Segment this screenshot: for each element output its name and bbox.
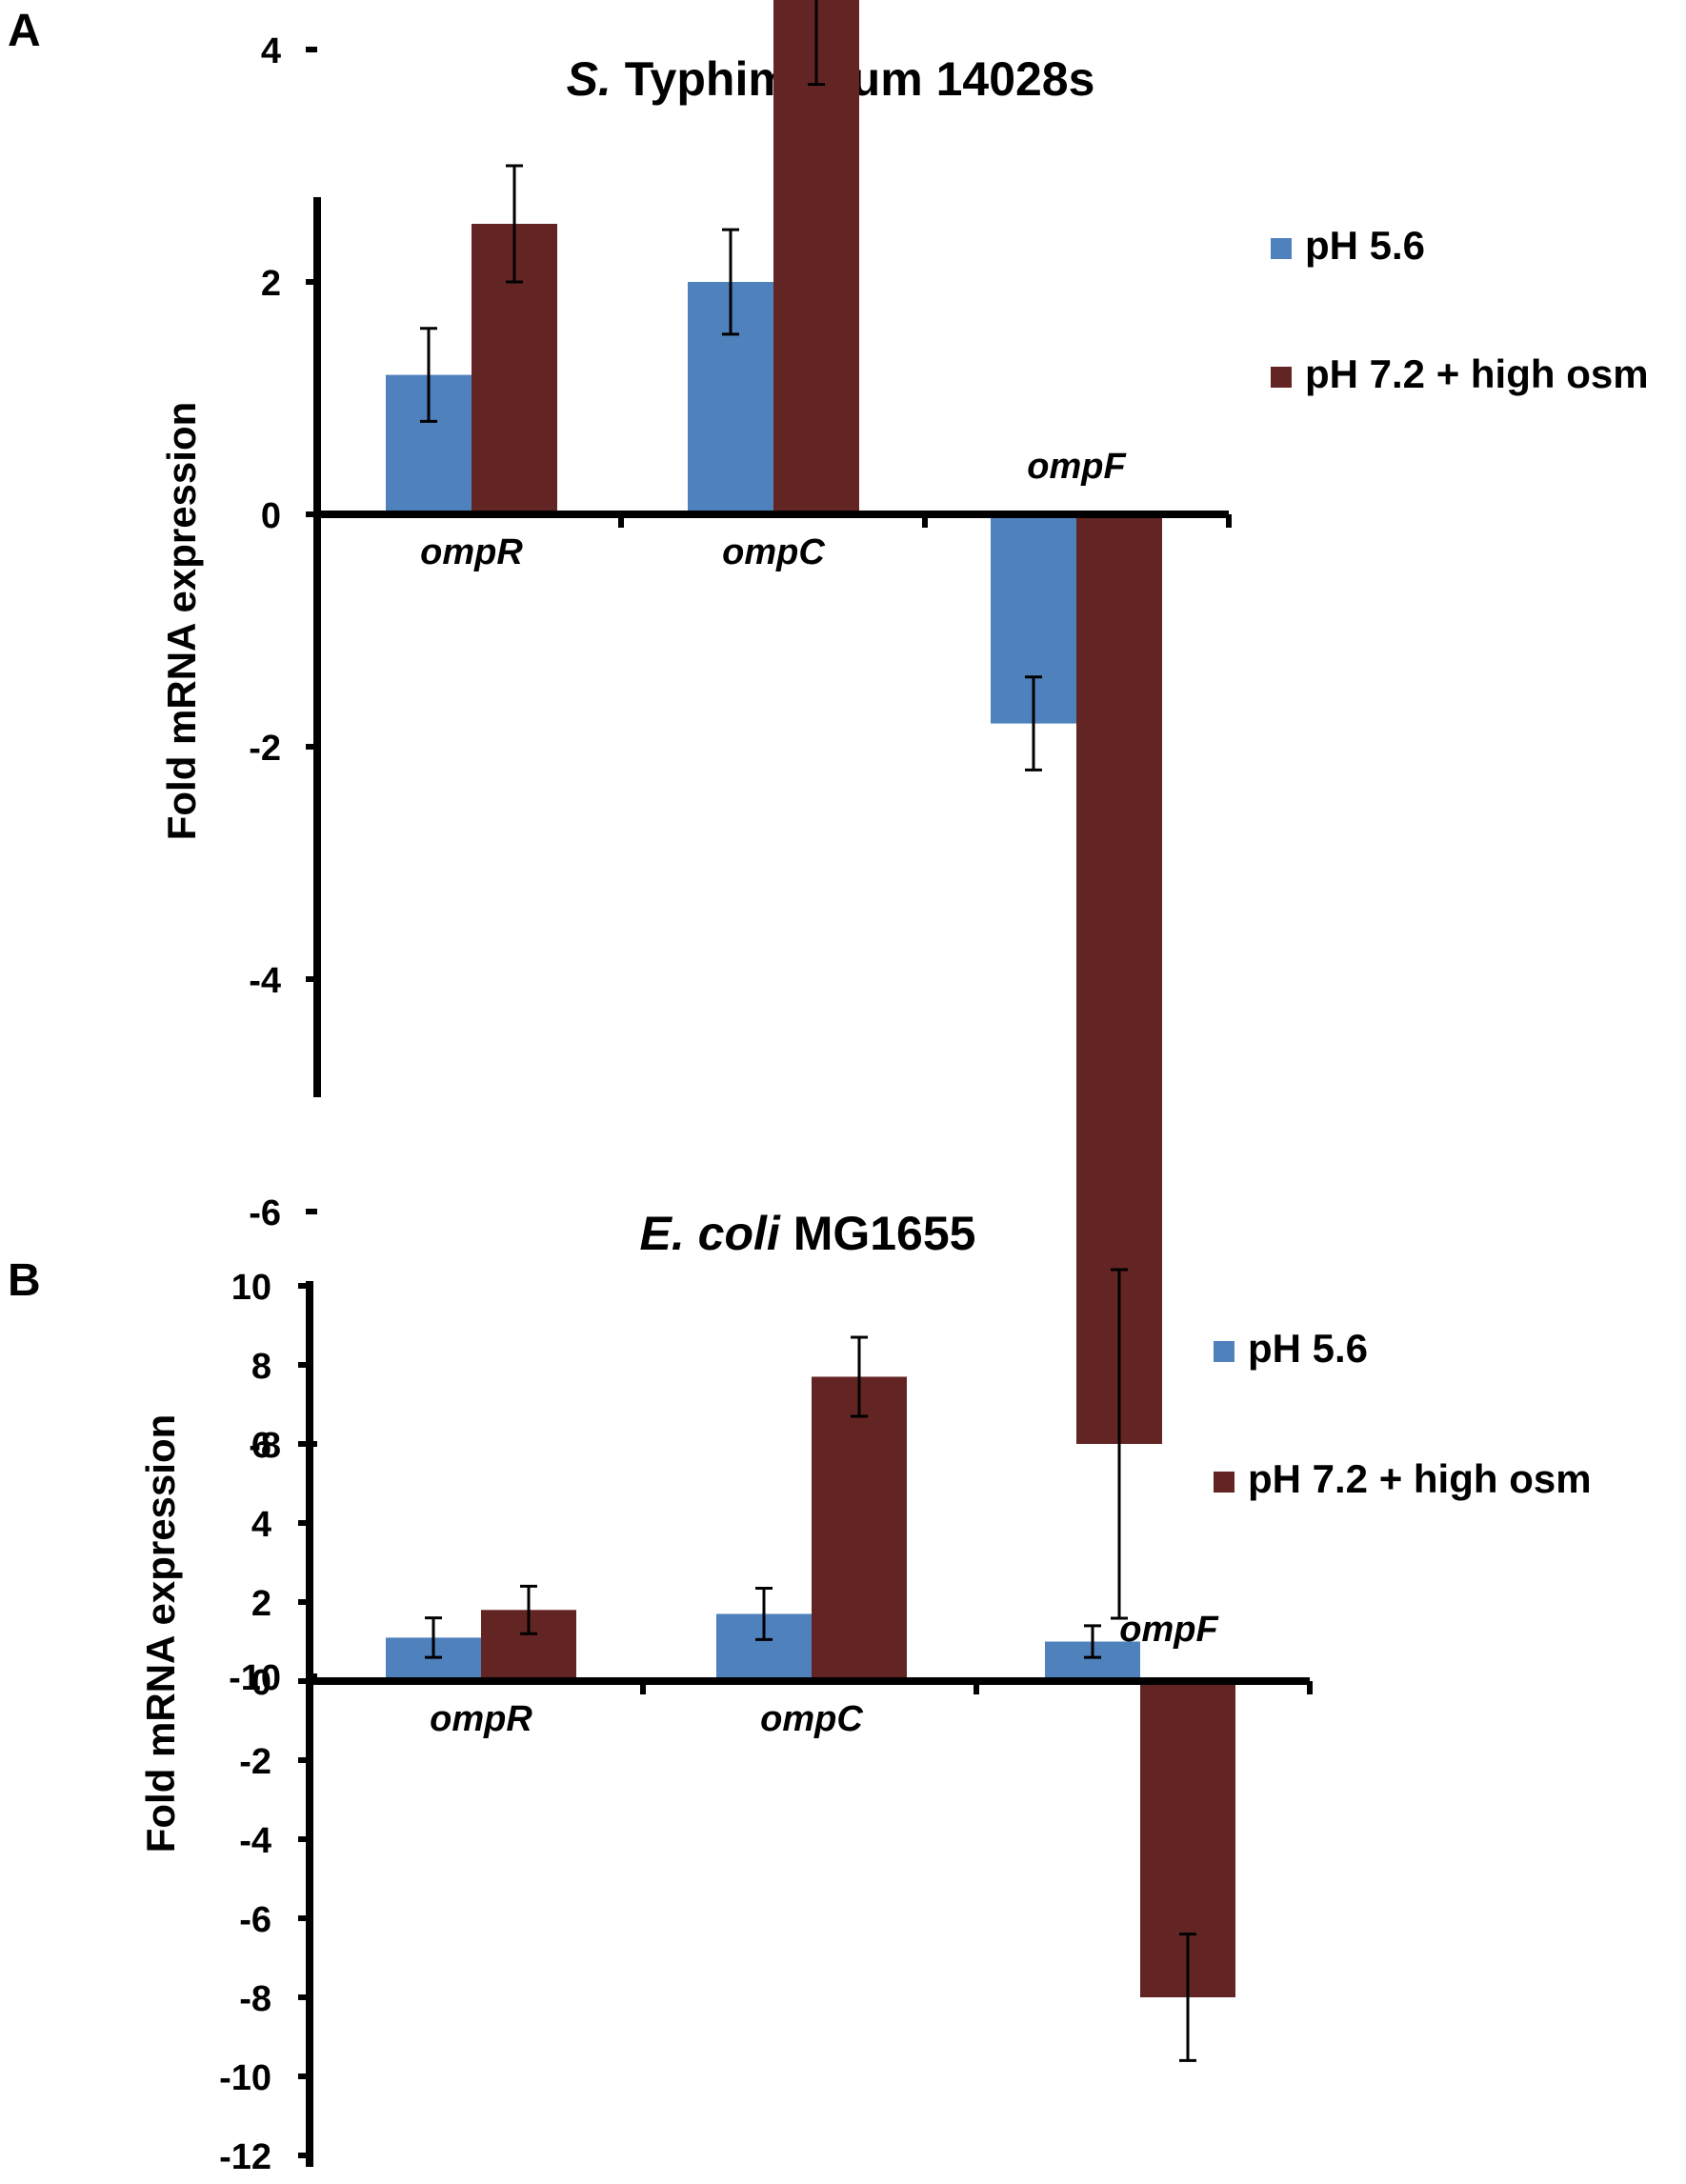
panel-b-error-bar-1-ompC [851,1335,868,1418]
panel-a-chart: ompR ompC ompF 4 2 0 -2 -4 -6 -8 -10 pH 5.6 pH 7.2 +… [229,0,1649,1698]
panel-b-error-bar-0-ompR [425,1616,442,1659]
panel-b-y-tick-label-10: 10 [231,1268,271,1308]
panel-b-category-label-ompC: ompC [760,1699,863,1739]
panel-b-y-tick-label--4: -4 [239,1821,271,1861]
panel-b-y-tick-label--2: -2 [239,1742,271,1782]
panel-a-error-bar-0-ompC [722,228,739,336]
panel-a-y-tick-label--6: -6 [249,1193,281,1233]
panel-b-y-tick-label--10: -10 [219,2058,271,2098]
panel-b-chart: ompR ompC ompF 10 8 6 4 2 0 -2 -4 -6 -8 -10 -12 pH 5.6 p… [219,1268,1592,2177]
panel-b-legend-item-1: pH 7.2 + high osm [1214,1456,1592,1501]
panel-b-error-bar-1-ompF [1179,1933,1196,2062]
panel-a-error-bar-1-ompC [808,0,825,87]
panel-b-error-bar-1-ompR [520,1584,537,1635]
panel-b-ylabel: Fold mRNA expression [138,1414,183,1853]
panel-b-bar-ph-7-2-high-osm-ompC [812,1376,907,1681]
panel-b-legend-label-1: pH 7.2 + high osm [1248,1456,1592,1501]
panel-a-legend-label-0: pH 5.6 [1305,223,1425,268]
panel-b-legend-swatch-1 [1214,1472,1234,1493]
panel-a-error-bar-0-ompF [1025,675,1042,771]
panel-b-y-tick-label-4: 4 [251,1505,271,1545]
panel-a-legend-item-0: pH 5.6 [1271,223,1425,268]
panel-a-y-tick-label-4: 4 [261,31,281,71]
panel-a-y-tick-label-2: 2 [261,264,281,304]
panel-b-legend-item-0: pH 5.6 [1214,1326,1368,1371]
panel-a-error-bar-1-ompR [506,164,523,284]
panel-a-legend-item-1: pH 7.2 + high osm [1271,351,1649,396]
panel-b-category-label-ompR: ompR [430,1699,532,1739]
panel-b-y-tick-label--12: -12 [219,2137,271,2177]
panel-a-y-tick-label--2: -2 [249,729,281,769]
panel-a-y-tick-label--4: -4 [249,961,281,1001]
panel-b-y-tick-label-0: 0 [251,1663,271,1703]
panel-b-category-label-ompF: ompF [1119,1610,1219,1650]
panel-b-legend-label-0: pH 5.6 [1248,1326,1368,1371]
panel-b-y-tick-label-2: 2 [251,1584,271,1624]
panel-a-y-tick-label--8: -8 [249,1426,281,1466]
panel-a-legend-label-1: pH 7.2 + high osm [1305,351,1649,396]
panel-b-y-tick-label--8: -8 [239,1979,271,2019]
panel-a-error-bar-0-ompR [420,327,437,423]
panel-b-title-italic: E. coli [640,1207,781,1260]
panel-a-ylabel: Fold mRNA expression [159,402,204,841]
panel-a-y-tick-label-0: 0 [261,496,281,536]
panel-a-y-tick-label--10: -10 [229,1658,281,1698]
panel-a-category-label-ompF: ompF [1027,447,1127,487]
panel-b-y-tick-label-6: 6 [251,1426,271,1466]
panel-b-y-tick-label--6: -6 [239,1900,271,1940]
panel-a-legend-swatch-1 [1271,367,1292,388]
panel-a-legend-swatch-0 [1271,238,1292,259]
panel-a-category-label-ompC: ompC [722,532,825,572]
panel-a-category-label-ompR: ompR [420,532,523,572]
panel-b-error-bar-0-ompF [1084,1624,1101,1659]
panel-a-letter: A [8,6,41,56]
panel-a-title-italic: S. [567,52,612,106]
panel-b-letter: B [8,1255,41,1306]
panel-b-y-tick-label-8: 8 [251,1347,271,1387]
panel-b-error-bar-0-ompC [755,1586,773,1641]
panel-a-error-bar-1-ompF [1111,1268,1128,1620]
panel-b-title-rest: MG1655 [780,1207,976,1260]
panel-b-title: E. coli MG1655 [640,1207,976,1260]
panel-b-legend-swatch-0 [1214,1341,1234,1362]
